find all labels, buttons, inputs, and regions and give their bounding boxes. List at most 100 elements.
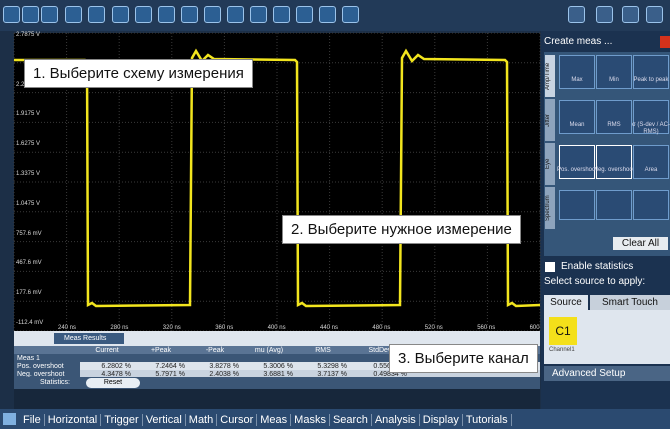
close-button[interactable] bbox=[660, 36, 670, 48]
toolbar-button[interactable] bbox=[41, 6, 58, 23]
advanced-setup[interactable]: Advanced Setup bbox=[544, 366, 670, 381]
header-cell: mu (Avg) bbox=[254, 346, 284, 354]
value-cell: 3.8278 % bbox=[209, 362, 239, 370]
measurement-label: σ (S-dev / AC-RMS) bbox=[631, 122, 670, 135]
measurement-icon[interactable] bbox=[596, 190, 632, 220]
category-tab[interactable]: Eye bbox=[545, 143, 555, 185]
x-label: 600 ns bbox=[529, 325, 548, 331]
toolbar-button[interactable] bbox=[342, 6, 359, 23]
measurement-icon[interactable] bbox=[596, 145, 632, 179]
measurement-icon[interactable] bbox=[559, 145, 595, 179]
enable-stats-label: Enable statistics bbox=[561, 261, 634, 272]
menu-item[interactable]: Cursor bbox=[217, 414, 258, 426]
menu-item[interactable]: Horizontal bbox=[44, 414, 102, 426]
toolbar-button[interactable] bbox=[65, 6, 82, 23]
x-label: 320 ns bbox=[162, 325, 181, 331]
callout: 3. Выберите канал bbox=[389, 344, 538, 373]
x-label: 280 ns bbox=[110, 325, 129, 331]
measurement-label: Area bbox=[644, 167, 658, 173]
measurement-icon[interactable] bbox=[596, 100, 632, 134]
toolbar-button[interactable] bbox=[296, 6, 313, 23]
menu-item[interactable]: Analysis bbox=[371, 414, 420, 426]
header-cell: -Peak bbox=[205, 346, 225, 354]
measurement-icon[interactable] bbox=[633, 190, 669, 220]
x-label: 480 ns bbox=[372, 325, 391, 331]
toolbar-button[interactable] bbox=[646, 6, 663, 23]
toolbar-button[interactable] bbox=[88, 6, 105, 23]
toolbar-button[interactable] bbox=[250, 6, 267, 23]
stats-bar: Statistics: Reset bbox=[14, 377, 540, 389]
measurement-icon[interactable] bbox=[559, 100, 595, 134]
measurement-icon[interactable] bbox=[596, 55, 632, 89]
value-cell: 4.3478 % bbox=[101, 370, 131, 378]
panel-title: Create meas ... bbox=[544, 36, 613, 47]
y-label: 177.6 mV bbox=[16, 290, 42, 297]
category-tab[interactable]: Amp/Time bbox=[545, 55, 555, 97]
menu-item[interactable]: Trigger bbox=[101, 414, 143, 426]
measurement-icon[interactable] bbox=[559, 55, 595, 89]
clear-all-button[interactable]: Clear All bbox=[613, 237, 668, 250]
measurement-label: Pos. overshoot bbox=[556, 167, 598, 173]
toolbar-button[interactable] bbox=[204, 6, 221, 23]
measurement-icon[interactable] bbox=[633, 100, 669, 134]
toolbar-button[interactable] bbox=[568, 6, 585, 23]
value-cell: 0.49834 % bbox=[373, 370, 407, 378]
toolbar-button[interactable] bbox=[22, 6, 39, 23]
menu-item[interactable]: File bbox=[20, 414, 45, 426]
menu-bar: File Horizontal Trigger Vertical Math Cursor M… bbox=[0, 409, 670, 429]
menu-item[interactable]: Meas bbox=[257, 414, 292, 426]
toolbar-button[interactable] bbox=[319, 6, 336, 23]
measurement-label: Min bbox=[609, 77, 619, 83]
y-label: 1.3375 V bbox=[16, 171, 41, 177]
smart-touch-tab[interactable]: Smart Touch bbox=[590, 295, 670, 310]
measurement-icon[interactable] bbox=[559, 190, 595, 220]
menu-item[interactable]: Masks bbox=[291, 414, 330, 426]
measurement-icon[interactable] bbox=[633, 145, 669, 179]
value-cell: 7.2464 % bbox=[155, 362, 185, 370]
select-source-label: Select source to apply: bbox=[544, 276, 646, 287]
header-cell: StdDev bbox=[368, 346, 392, 354]
y-label: 467.6 mV bbox=[16, 260, 42, 267]
header-cell: RMS bbox=[315, 346, 331, 354]
x-label: 440 ns bbox=[320, 325, 339, 331]
toolbar-button[interactable] bbox=[273, 6, 290, 23]
toolbar-button[interactable] bbox=[3, 6, 20, 23]
menu-item[interactable]: Tutorials bbox=[462, 414, 512, 426]
category-tab[interactable]: Jitter bbox=[545, 99, 555, 141]
toolbar-button[interactable] bbox=[112, 6, 129, 23]
menu-icon[interactable] bbox=[3, 413, 16, 425]
row-name: Pos. overshoot bbox=[14, 362, 80, 370]
channel-button[interactable]: C1 bbox=[549, 317, 577, 345]
callout: 2. Выберите нужное измерение bbox=[282, 215, 521, 244]
toolbar-button[interactable] bbox=[622, 6, 639, 23]
measurement-label: Peak to peak bbox=[633, 77, 669, 83]
source-tab[interactable]: Source bbox=[544, 295, 588, 310]
value-cell: 5.3298 % bbox=[317, 362, 347, 370]
results-gap bbox=[14, 389, 540, 409]
toolbar-button[interactable] bbox=[181, 6, 198, 23]
toolbar-button[interactable] bbox=[158, 6, 175, 23]
callout: 1. Выберите схему измерения bbox=[24, 59, 253, 88]
toolbar-button[interactable] bbox=[135, 6, 152, 23]
value-cell: 3.7137 % bbox=[317, 370, 347, 378]
measurement-label: Mean bbox=[569, 122, 585, 128]
reset-button[interactable]: Reset bbox=[86, 378, 140, 388]
toolbar-button[interactable] bbox=[596, 6, 613, 23]
y-label: -112.4 mV bbox=[16, 320, 44, 326]
toolbar-button[interactable] bbox=[227, 6, 244, 23]
row-name: Neg. overshoot bbox=[14, 370, 80, 378]
menu-item[interactable]: Vertical bbox=[142, 414, 186, 426]
header-cell bbox=[14, 346, 80, 354]
stats-checkbox[interactable] bbox=[545, 262, 555, 272]
results-tab[interactable]: Meas Results bbox=[54, 333, 125, 344]
measurement-icon[interactable] bbox=[633, 55, 669, 89]
value-cell: 5.7971 % bbox=[155, 370, 185, 378]
stats-label: Statistics: bbox=[40, 379, 70, 386]
menu-item[interactable]: Display bbox=[419, 414, 463, 426]
y-label: 757.6 mV bbox=[16, 230, 42, 237]
menu-item[interactable]: Search bbox=[329, 414, 372, 426]
side-panel: Create meas ... Clear All Enable statist… bbox=[541, 31, 670, 409]
category-tab[interactable]: Spectrum bbox=[545, 187, 555, 229]
menu-item[interactable]: Math bbox=[185, 414, 218, 426]
